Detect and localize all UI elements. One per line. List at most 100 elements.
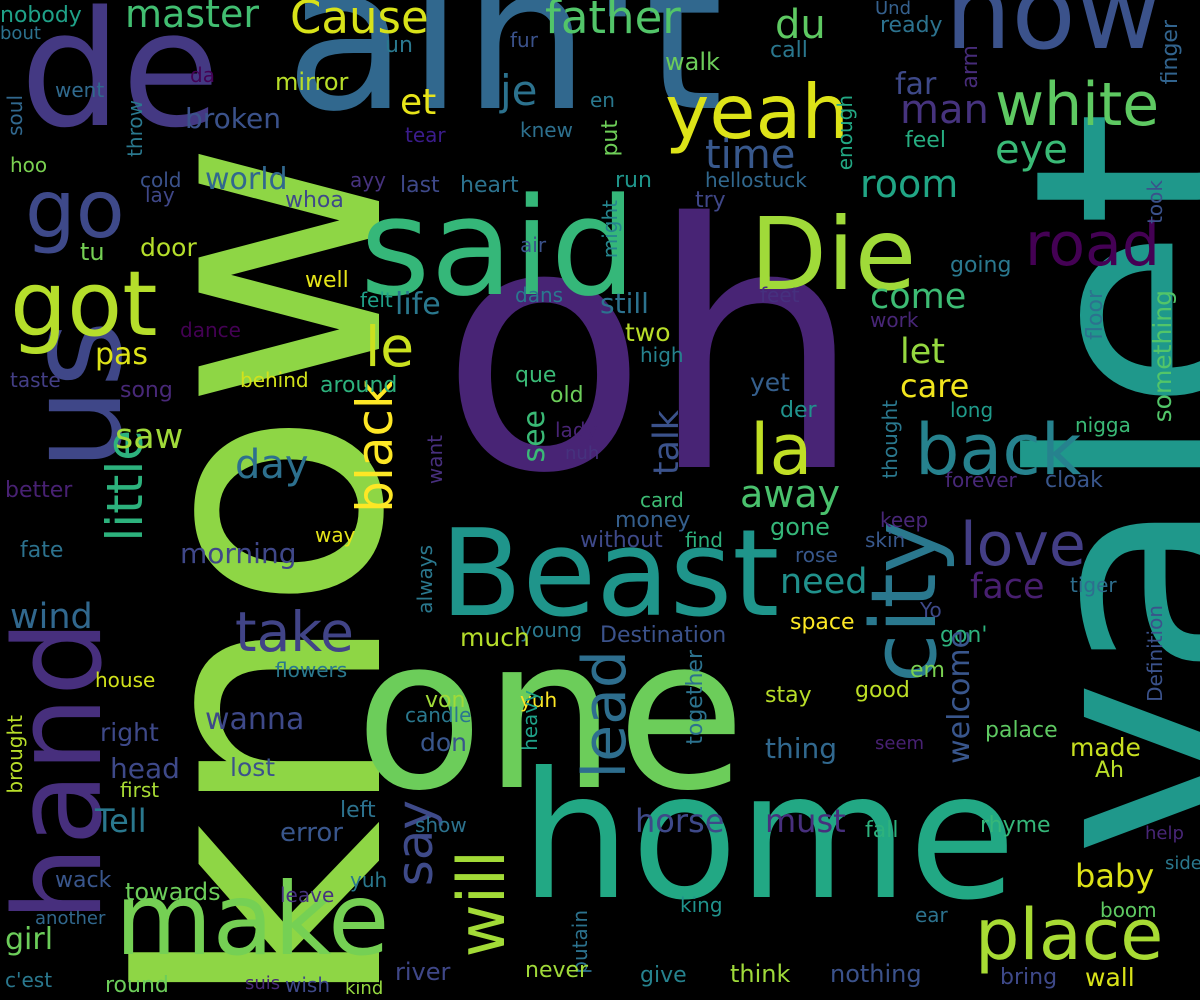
word-fall: fall — [865, 818, 899, 843]
word-wish: wish — [285, 973, 331, 997]
word-skin: skin — [865, 528, 906, 552]
word-nobody: nobody — [0, 3, 82, 28]
word-rose: rose — [795, 543, 838, 567]
word-ah: Ah — [1095, 758, 1124, 783]
word-round: round — [105, 973, 169, 998]
word-suis: suis — [245, 973, 281, 994]
word-throw: throw — [123, 100, 147, 157]
word-et: et — [400, 82, 437, 123]
word-head: head — [110, 752, 180, 785]
word-master: master — [125, 0, 260, 36]
word-wanna: wanna — [205, 702, 305, 737]
word-wack: wack — [55, 868, 112, 893]
word-felt: felt — [360, 288, 393, 312]
word-well: well — [305, 268, 349, 293]
word-baby: baby — [1075, 857, 1155, 895]
word-space: space — [790, 610, 855, 635]
word-em: em — [910, 658, 945, 683]
word-hoo: hoo — [10, 153, 48, 177]
word-go: go — [25, 163, 125, 256]
word-come: come — [870, 277, 967, 317]
word-die: Die — [750, 196, 917, 313]
word-whoa: whoa — [285, 188, 344, 213]
word-far: far — [895, 67, 937, 102]
word-man: man — [900, 87, 989, 133]
word-boom: boom — [1100, 898, 1157, 922]
word-first: first — [120, 778, 160, 802]
word-behind: behind — [240, 368, 309, 392]
word-le: le — [365, 315, 415, 379]
word-eye: eye — [995, 127, 1068, 173]
word-keep: keep — [880, 508, 929, 532]
word-error: error — [280, 818, 343, 848]
word-bout: bout — [0, 23, 41, 44]
word-old: old — [550, 383, 584, 408]
word-let: let — [900, 332, 945, 372]
word-tiger: tiger — [1070, 573, 1117, 597]
word-said: said — [360, 169, 637, 326]
word-forever: forever — [945, 468, 1017, 492]
word-dance: dance — [180, 318, 241, 342]
word-house: house — [95, 668, 156, 692]
word-und: Und — [875, 0, 912, 19]
word-now: now — [945, 0, 1162, 73]
word-towards: towards — [125, 878, 221, 906]
word-dans: dans — [515, 283, 564, 307]
word-mirror: mirror — [275, 68, 349, 96]
word-love: love — [960, 510, 1086, 580]
word-leave: leave — [280, 883, 335, 907]
word-soul: soul — [3, 95, 27, 136]
word-saw: saw — [115, 417, 184, 457]
word-heavy: heavy — [518, 690, 542, 751]
word-life: life — [395, 287, 441, 322]
word-enough: enough — [833, 95, 857, 171]
word-see: see — [517, 410, 552, 463]
word-lead: lead — [570, 650, 640, 779]
word-kind: kind — [345, 978, 384, 999]
word-nigga: nigga — [1075, 413, 1131, 437]
word-cold: cold — [140, 168, 182, 192]
word-made: made — [1070, 733, 1141, 762]
word-way: way — [315, 523, 356, 547]
word-feet: feet — [760, 283, 800, 307]
word-gone: gone — [770, 513, 830, 541]
word-make: make — [115, 861, 390, 978]
word-hellostuck: hellostuck — [705, 168, 807, 192]
word-white: white — [995, 70, 1160, 140]
word-girl: girl — [5, 922, 54, 957]
word-tu: tu — [80, 238, 105, 266]
word-put: put — [598, 120, 623, 157]
word-candle: candle — [405, 703, 472, 727]
word-black: black — [346, 380, 404, 513]
word-rhyme: rhyme — [980, 813, 1051, 838]
word-gon-: gon' — [940, 623, 988, 648]
word-ayy: ayy — [350, 168, 386, 192]
word-high: high — [640, 343, 684, 367]
word-que: que — [515, 363, 557, 388]
word-destination: Destination — [600, 623, 727, 648]
word-help: help — [1145, 823, 1184, 844]
word-day: day — [235, 442, 309, 488]
word-time: time — [705, 132, 796, 178]
word-la: la — [750, 409, 813, 491]
word-run: run — [615, 168, 652, 193]
word-un: un — [385, 33, 413, 58]
word-cause: Cause — [290, 0, 429, 44]
word-wall: wall — [1085, 963, 1135, 992]
word-thing: thing — [765, 732, 838, 765]
word-ear: ear — [915, 903, 948, 927]
word-nothing: nothing — [830, 960, 922, 988]
word-will: will — [445, 850, 520, 958]
word-air: air — [520, 233, 547, 257]
word-fur: fur — [510, 28, 538, 52]
word-de: de — [20, 0, 220, 163]
word-definition: Definition — [1143, 605, 1167, 702]
word-care: care — [900, 367, 970, 405]
word-want: want — [423, 435, 447, 485]
word-left: left — [340, 798, 376, 823]
word-da: da — [190, 63, 215, 87]
word-going: going — [950, 253, 1012, 278]
word-der: der — [780, 398, 817, 423]
word-back: back — [915, 409, 1082, 491]
word-nuh: nuh — [565, 443, 600, 464]
